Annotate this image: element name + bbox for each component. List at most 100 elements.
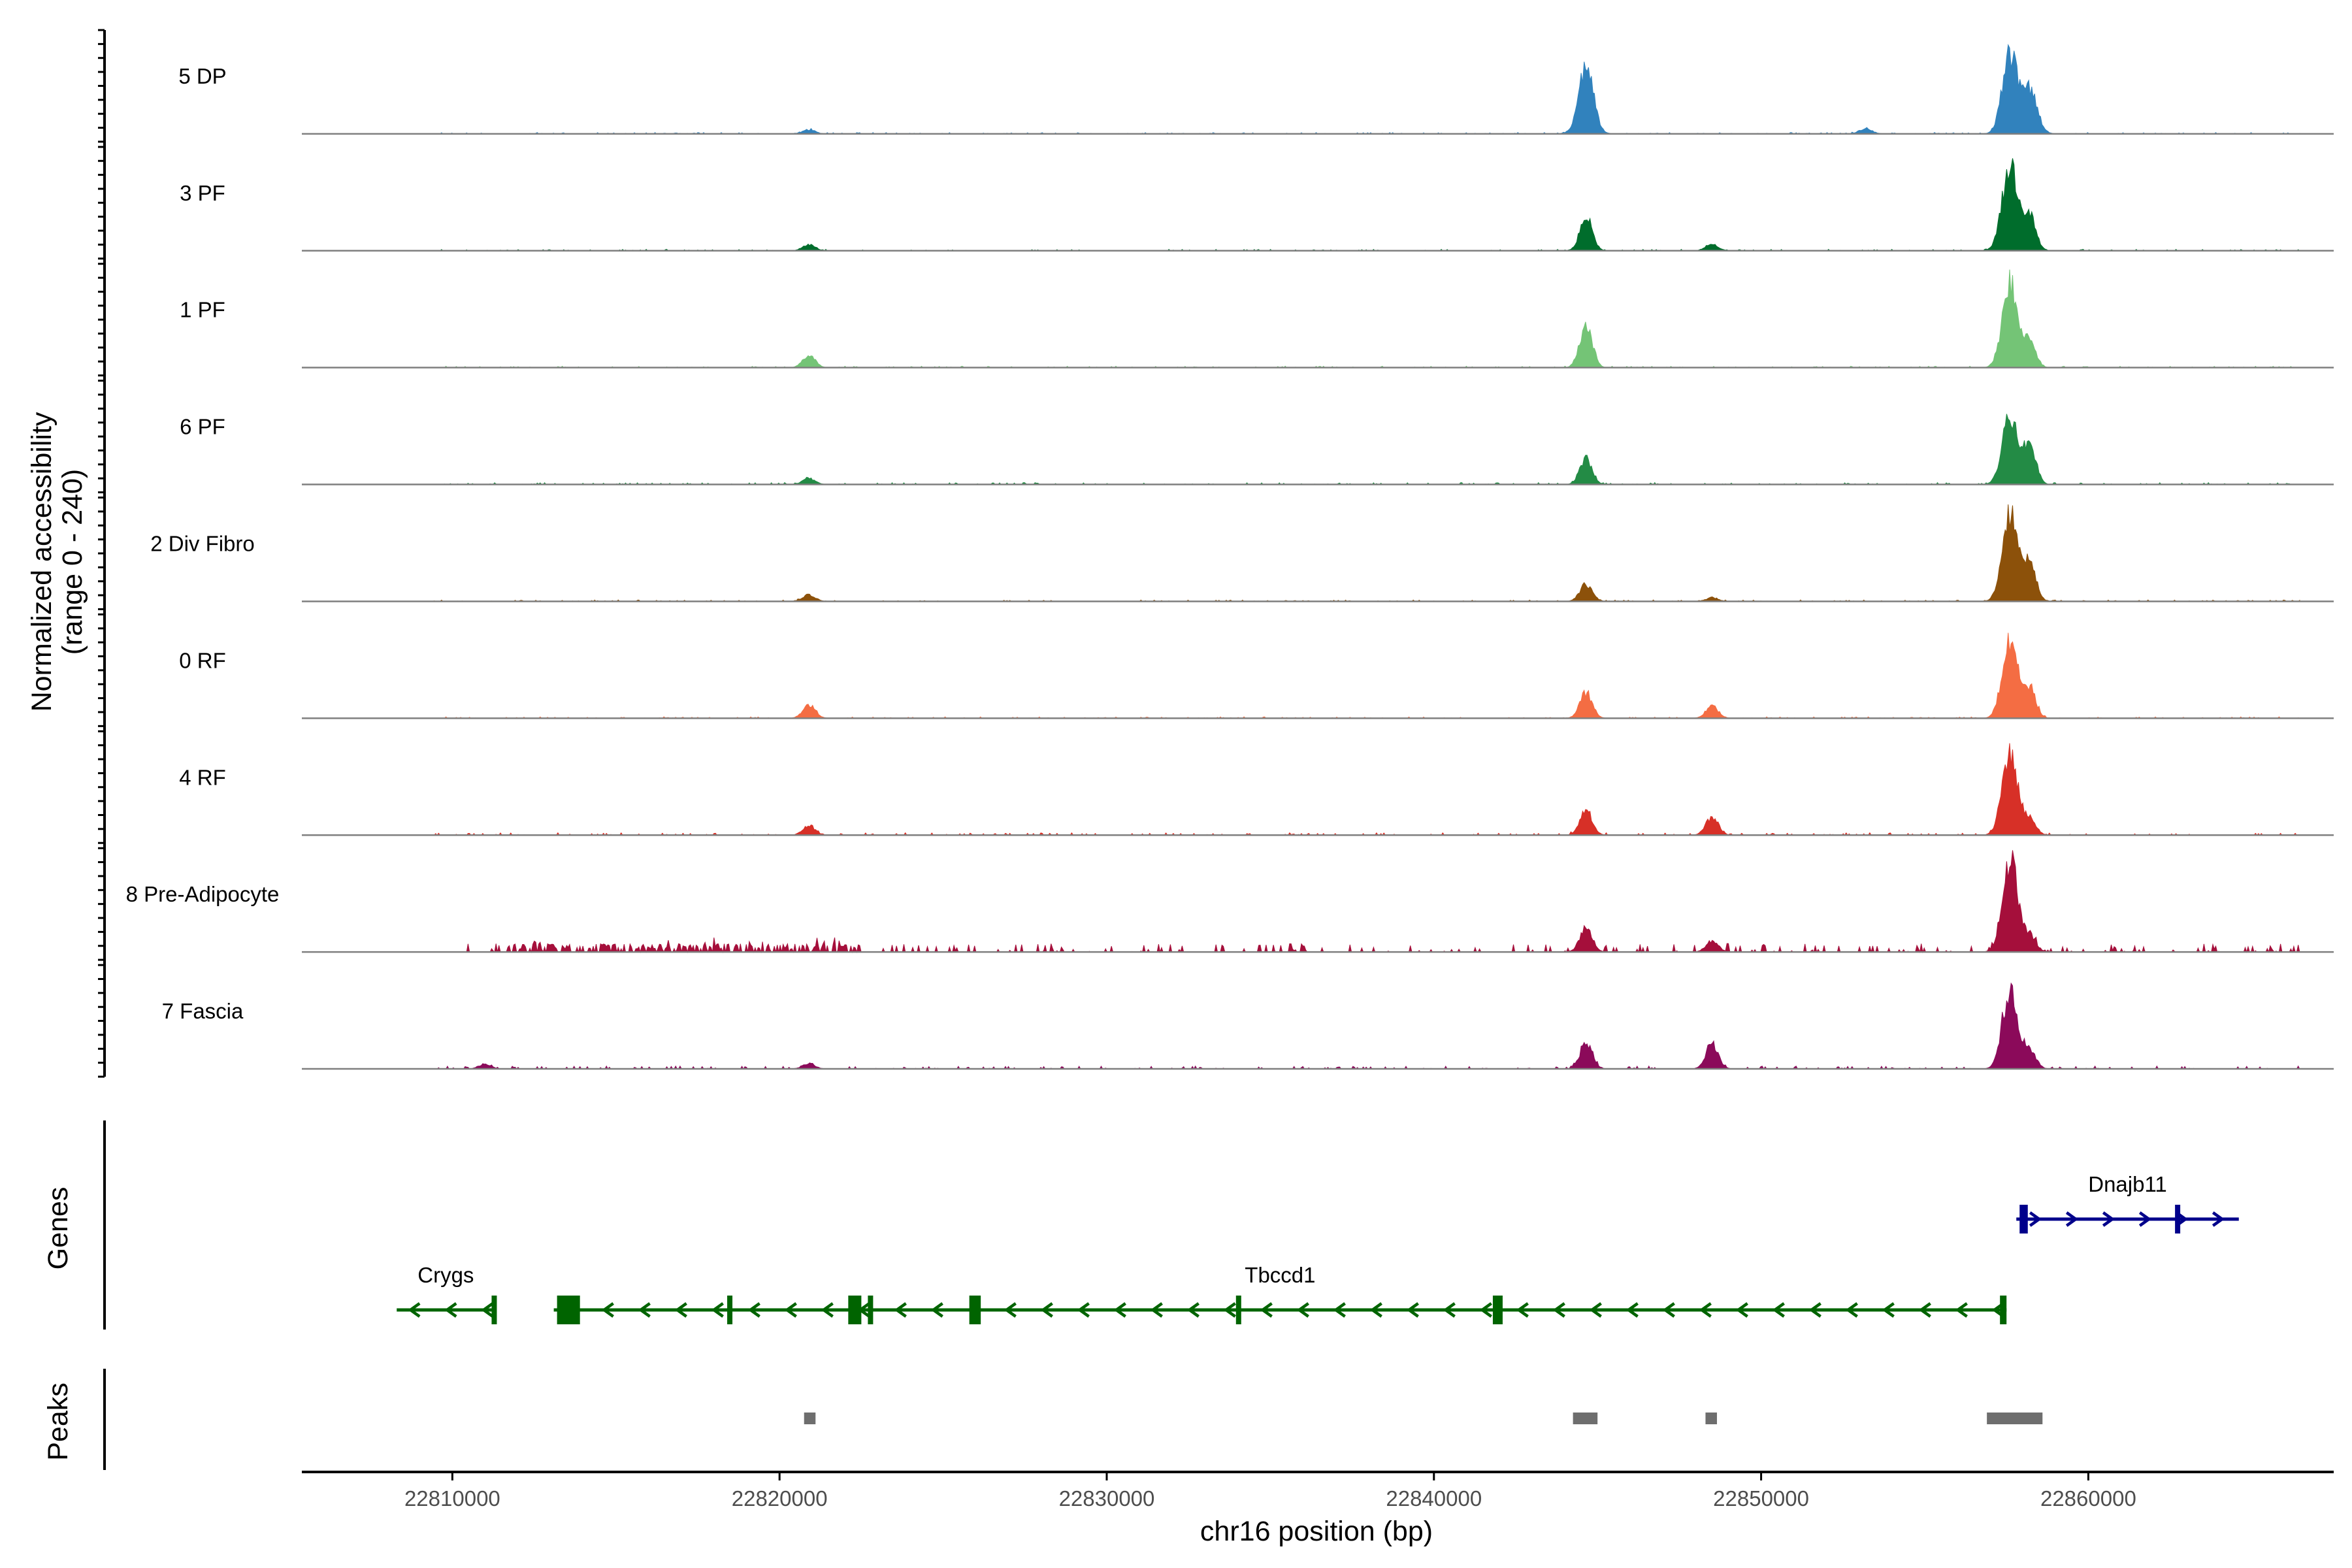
x-tick-label: 22840000 bbox=[1386, 1486, 1482, 1511]
coverage-area bbox=[432, 504, 2300, 602]
track-6-pf: 6 PF bbox=[180, 414, 2334, 485]
exon bbox=[1492, 1296, 1503, 1324]
track-8-pre-adipocyte: 8 Pre-Adipocyte bbox=[126, 850, 2334, 954]
strand-arrow bbox=[1296, 1302, 1309, 1318]
track-0-rf: 0 RF bbox=[179, 632, 2334, 719]
strand-arrow bbox=[674, 1302, 687, 1318]
strand-arrow bbox=[1077, 1302, 1090, 1318]
strand-arrow bbox=[1955, 1302, 1968, 1318]
coverage-area bbox=[432, 632, 2300, 719]
exon bbox=[491, 1296, 497, 1324]
strand-arrow bbox=[1150, 1302, 1163, 1318]
coverage-area bbox=[432, 158, 2300, 252]
gene-annotation-track: Crygs Tbccd1 Dnajb11 bbox=[103, 1120, 2239, 1330]
x-tick-label: 22850000 bbox=[1713, 1486, 1809, 1511]
coverage-area bbox=[432, 43, 2300, 135]
track-4-rf: 4 RF bbox=[179, 743, 2334, 836]
strand-arrow bbox=[1333, 1302, 1346, 1318]
strand-arrow bbox=[481, 1302, 494, 1318]
track-label: 5 DP bbox=[178, 64, 226, 88]
track-2-div-fibro: 2 Div Fibro bbox=[150, 504, 2334, 602]
strand-arrow bbox=[1772, 1302, 1785, 1318]
y-axis-title-line2: (range 0 - 240) bbox=[57, 469, 88, 655]
exon bbox=[868, 1296, 874, 1324]
strand-arrow bbox=[1516, 1302, 1529, 1318]
gene-crygs: Crygs bbox=[397, 1263, 497, 1324]
x-tick-label: 22830000 bbox=[1059, 1486, 1155, 1511]
coverage-area bbox=[433, 982, 2300, 1070]
x-axis: 22810000 22820000 22830000 22840000 22850000… bbox=[302, 1471, 2334, 1511]
gene-label: Dnajb11 bbox=[2088, 1172, 2166, 1196]
exon bbox=[2175, 1205, 2181, 1233]
strand-arrow bbox=[1113, 1302, 1126, 1318]
coverage-area bbox=[432, 743, 2300, 836]
exon bbox=[2000, 1296, 2007, 1324]
exon bbox=[2019, 1205, 2028, 1233]
coverage-tracks: 5 DP 3 PF 1 PF 6 PF 2 Div Fibro 0 RF 4 RF 8 Pre… bbox=[98, 29, 2334, 1078]
strand-arrow bbox=[1882, 1302, 1895, 1318]
track-7-fascia: 7 Fascia bbox=[162, 982, 2334, 1070]
strand-arrow bbox=[1699, 1302, 1712, 1318]
exon bbox=[727, 1296, 733, 1324]
strand-arrow bbox=[601, 1302, 614, 1318]
strand-arrow bbox=[1260, 1302, 1273, 1318]
exon bbox=[848, 1296, 862, 1324]
strand-arrow bbox=[1443, 1302, 1456, 1318]
strand-arrow bbox=[784, 1302, 797, 1318]
gene-tbccd1: Tbccd1 bbox=[553, 1263, 2007, 1324]
peak-region bbox=[1987, 1413, 2043, 1424]
track-5-dp: 5 DP bbox=[178, 43, 2334, 135]
strand-arrow bbox=[1735, 1302, 1748, 1318]
x-tick-label: 22810000 bbox=[404, 1486, 500, 1511]
peak-region bbox=[1705, 1413, 1717, 1424]
strand-arrow bbox=[1589, 1302, 1602, 1318]
strand-arrow bbox=[1479, 1302, 1492, 1318]
track-label: 4 RF bbox=[179, 765, 226, 789]
peak-region bbox=[1573, 1413, 1598, 1424]
strand-arrow bbox=[894, 1302, 907, 1318]
y-axis bbox=[98, 29, 106, 1078]
strand-arrow bbox=[2065, 1211, 2079, 1227]
strand-arrow bbox=[408, 1302, 421, 1318]
peaks-track-title: Peaks bbox=[42, 1382, 74, 1461]
exon bbox=[969, 1296, 981, 1324]
y-axis-title-line1: Normalized accessibility bbox=[26, 412, 57, 711]
track-label: 2 Div Fibro bbox=[150, 532, 255, 556]
strand-arrow bbox=[444, 1302, 457, 1318]
strand-arrow bbox=[1625, 1302, 1639, 1318]
strand-arrow bbox=[2138, 1211, 2152, 1227]
strand-arrow bbox=[711, 1302, 724, 1318]
track-label: 6 PF bbox=[180, 415, 225, 439]
coverage-area bbox=[432, 414, 2300, 485]
genes-track-title: Genes bbox=[42, 1187, 74, 1270]
gene-dnajb11: Dnajb11 bbox=[2016, 1172, 2239, 1233]
strand-arrow bbox=[1004, 1302, 1017, 1318]
strand-arrow bbox=[930, 1302, 943, 1318]
strand-arrow bbox=[821, 1302, 834, 1318]
strand-arrow bbox=[1369, 1302, 1382, 1318]
gene-label: Tbccd1 bbox=[1245, 1263, 1315, 1287]
strand-arrow bbox=[1223, 1302, 1236, 1318]
track-label: 0 RF bbox=[179, 648, 226, 672]
peak-region-track bbox=[103, 1369, 2043, 1470]
strand-arrow bbox=[1040, 1302, 1053, 1318]
strand-arrow bbox=[1808, 1302, 1821, 1318]
strand-arrow bbox=[747, 1302, 760, 1318]
strand-arrow bbox=[2102, 1211, 2115, 1227]
coverage-area bbox=[432, 269, 2300, 368]
strand-arrow bbox=[1406, 1302, 1419, 1318]
strand-arrow bbox=[2212, 1211, 2225, 1227]
x-tick-label: 22820000 bbox=[732, 1486, 828, 1511]
strand-arrow bbox=[1186, 1302, 1200, 1318]
exon bbox=[1235, 1296, 1241, 1324]
strand-arrow bbox=[1845, 1302, 1858, 1318]
strand-arrow bbox=[1552, 1302, 1565, 1318]
strand-arrow bbox=[638, 1302, 651, 1318]
strand-arrow bbox=[1918, 1302, 1931, 1318]
x-axis-title: chr16 position (bp) bbox=[1200, 1516, 1433, 1547]
strand-arrow bbox=[1662, 1302, 1675, 1318]
strand-arrow bbox=[2029, 1211, 2042, 1227]
track-label: 8 Pre-Adipocyte bbox=[126, 882, 280, 906]
track-label: 7 Fascia bbox=[162, 999, 244, 1023]
